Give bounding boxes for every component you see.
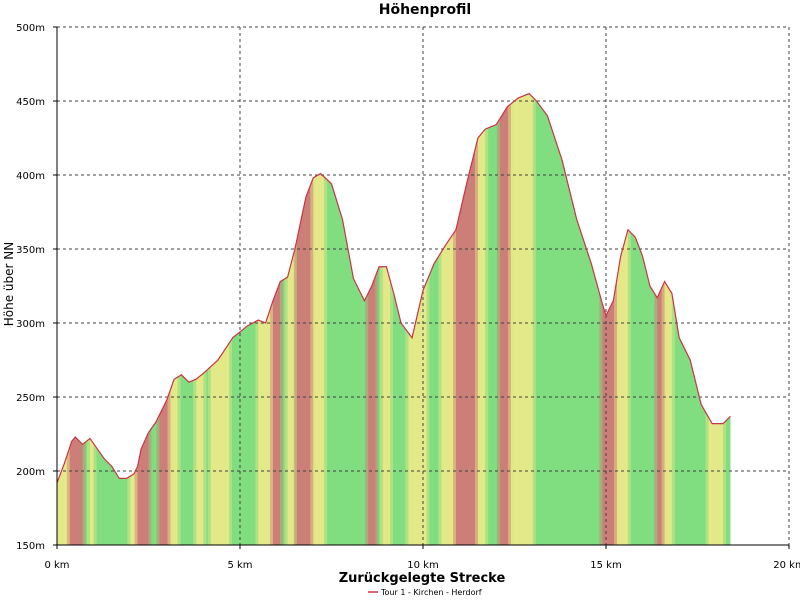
slope-band-edge xyxy=(365,93,369,545)
series-layer xyxy=(56,92,731,484)
slope-band-edge xyxy=(426,93,430,545)
y-tick-label: 400m xyxy=(16,171,45,182)
slope-band-edge xyxy=(614,93,617,545)
slope-band-edge xyxy=(293,93,297,545)
slope-band-steep xyxy=(499,93,511,545)
slope-band-edge xyxy=(375,93,379,545)
slope-band-edge xyxy=(705,93,709,545)
slope-band-mid xyxy=(477,93,486,545)
x-tick-label: 5 km xyxy=(227,560,252,571)
slope-band-steep xyxy=(137,93,149,545)
y-tick-label: 150m xyxy=(16,541,45,552)
legend: Tour 1 - Kirchen - Herdorf xyxy=(368,588,482,597)
slope-band-edge xyxy=(207,93,211,545)
slope-band-mid xyxy=(408,93,427,545)
slope-band-edge xyxy=(127,93,131,545)
slope-band-steep xyxy=(368,93,376,545)
slope-band-edge xyxy=(661,93,665,545)
slope-band-steep xyxy=(69,93,83,545)
x-tick-label: 20 km xyxy=(773,560,800,571)
x-tick-label: 0 km xyxy=(44,560,69,571)
slope-band-edge xyxy=(324,93,328,545)
slope-band-edge xyxy=(229,93,232,545)
slope-band-edge xyxy=(284,93,288,545)
slope-band-layer xyxy=(57,93,731,545)
slope-band-mid xyxy=(616,93,628,545)
slope-band-steep xyxy=(455,93,478,545)
slope-band-edge xyxy=(255,93,259,545)
slope-band-edge xyxy=(294,93,298,545)
slope-band-edge xyxy=(438,93,442,545)
slope-band-mid xyxy=(510,93,533,545)
slope-band-mid xyxy=(664,93,672,545)
slope-band-mid xyxy=(196,93,204,545)
slope-band-edge xyxy=(474,93,478,545)
tick-label-layer: 0 km 5 km 10 km 15 km 20 km 150m 200m 250m 300m 3… xyxy=(16,23,800,571)
slope-band-edge xyxy=(485,93,489,545)
y-axis-label: Höhe über NN xyxy=(2,242,16,326)
slope-band-edge xyxy=(723,93,727,545)
slope-band-steep xyxy=(272,93,281,545)
slope-band-mid xyxy=(89,93,94,545)
slope-band-edge xyxy=(270,93,273,545)
chart-title: Höhenprofil xyxy=(379,2,471,18)
legend-label: Tour 1 - Kirchen - Herdorf xyxy=(380,588,482,597)
slope-band-mid xyxy=(130,93,138,545)
slope-band-mid xyxy=(170,93,178,545)
slope-band-steep xyxy=(657,93,665,545)
slope-band-edge xyxy=(654,93,658,545)
slope-band-edge xyxy=(507,93,511,545)
y-tick-label: 300m xyxy=(16,319,45,330)
slope-band-mid xyxy=(287,93,295,545)
slope-band-edge xyxy=(203,93,207,545)
slope-band-edge xyxy=(671,93,675,545)
slope-band-mid xyxy=(382,93,391,545)
slope-band-edge xyxy=(496,93,500,545)
x-tick-label: 10 km xyxy=(407,560,438,571)
slope-band-edge xyxy=(405,93,409,545)
y-tick-label: 500m xyxy=(16,23,45,34)
slope-band-mid xyxy=(313,93,325,545)
x-axis-label: Zurückgelegte Strecke xyxy=(339,571,506,586)
y-tick-label: 200m xyxy=(16,467,45,478)
slope-band-edge xyxy=(390,93,393,545)
slope-band-edge xyxy=(87,93,90,545)
slope-band-mid xyxy=(708,93,724,545)
slope-band-edge xyxy=(193,93,197,545)
y-tick-label: 350m xyxy=(16,245,45,256)
slope-band-mid xyxy=(210,93,230,545)
slope-band-edge xyxy=(627,93,631,545)
series-line xyxy=(56,92,731,484)
slope-band-edge xyxy=(379,93,383,545)
slope-band-edge xyxy=(93,93,97,545)
axis-layer xyxy=(53,26,790,549)
slope-band-edge xyxy=(453,93,456,545)
slope-band-edge xyxy=(156,93,160,545)
slope-band-edge xyxy=(310,93,314,545)
slope-band-edge xyxy=(82,93,86,545)
slope-band-edge xyxy=(280,93,284,545)
slope-band-edge xyxy=(599,93,603,545)
y-tick-label: 450m xyxy=(16,97,45,108)
x-tick-label: 15 km xyxy=(590,560,621,571)
slope-band-edge xyxy=(177,93,181,545)
slope-band-edge xyxy=(148,93,152,545)
y-tick-label: 250m xyxy=(16,393,45,404)
slope-band-edge xyxy=(66,93,70,545)
grid-layer xyxy=(57,26,790,545)
slope-band-edge xyxy=(532,93,536,545)
slope-band-edge xyxy=(167,93,171,545)
